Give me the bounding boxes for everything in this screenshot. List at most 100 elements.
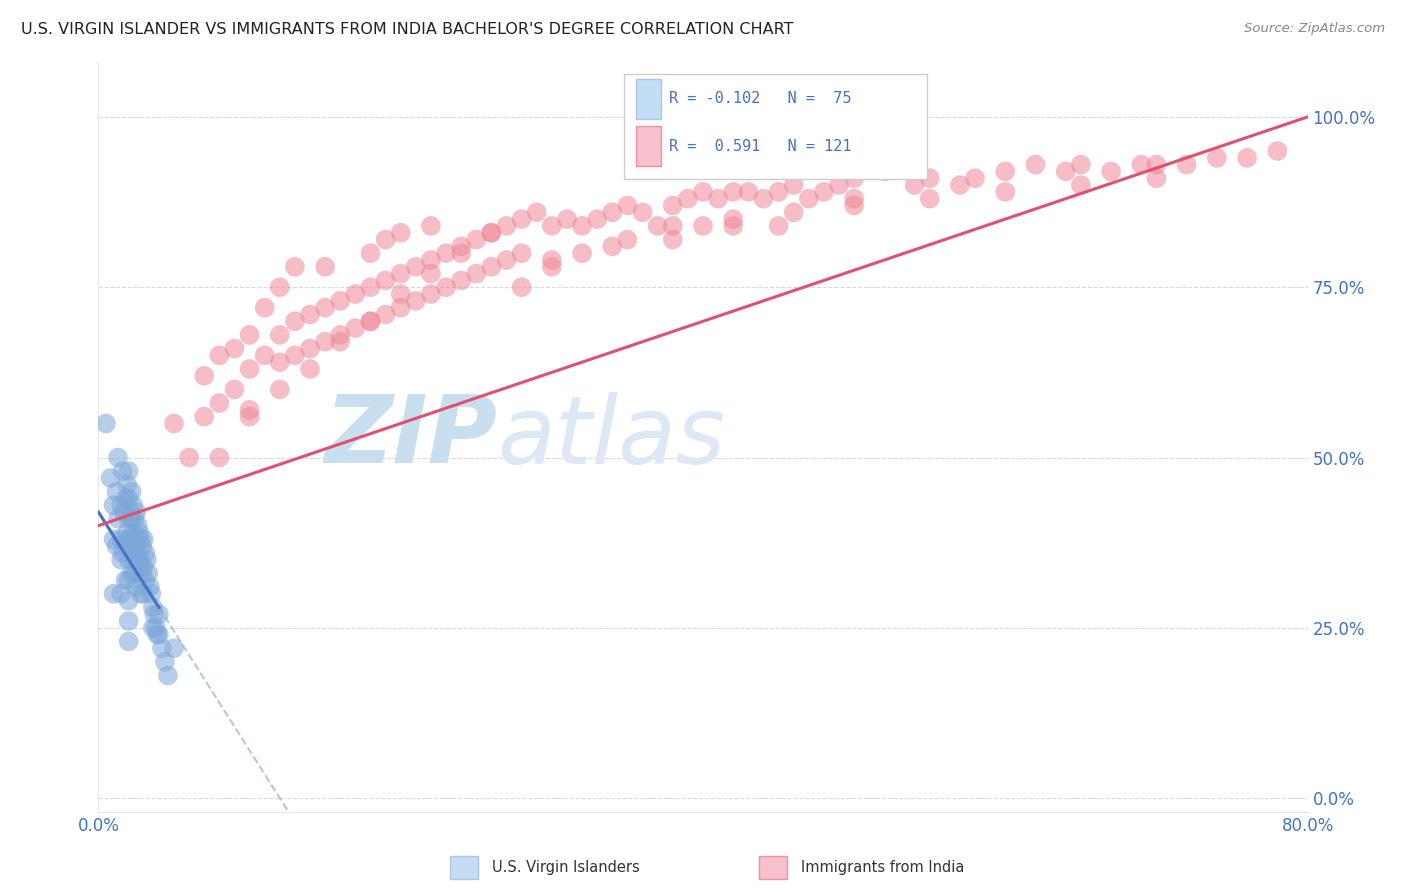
Point xyxy=(873,164,896,178)
Point xyxy=(329,334,352,349)
Point xyxy=(737,185,759,199)
Point xyxy=(103,533,125,547)
Point xyxy=(129,533,152,547)
Point xyxy=(510,246,533,260)
Point xyxy=(661,219,683,233)
Point xyxy=(360,314,382,328)
Point xyxy=(118,614,141,628)
Point xyxy=(1144,171,1167,186)
Point xyxy=(904,178,927,192)
Point xyxy=(1024,158,1046,172)
Point xyxy=(526,205,548,219)
Point xyxy=(122,552,145,566)
Point xyxy=(434,246,457,260)
Point xyxy=(571,219,593,233)
Point xyxy=(329,327,352,342)
Point xyxy=(360,246,382,260)
Point xyxy=(132,587,155,601)
Point xyxy=(253,301,276,315)
Point xyxy=(631,205,654,219)
Point xyxy=(692,219,714,233)
Point xyxy=(110,533,132,547)
Point xyxy=(510,280,533,294)
Point xyxy=(1236,151,1258,165)
Point xyxy=(131,539,153,553)
Text: R =  0.591   N = 121: R = 0.591 N = 121 xyxy=(669,138,852,153)
Point xyxy=(405,260,427,274)
Point xyxy=(481,260,503,274)
Point xyxy=(419,219,441,233)
Point xyxy=(107,512,129,526)
Point xyxy=(124,512,146,526)
Point xyxy=(110,498,132,512)
Text: Immigrants from India: Immigrants from India xyxy=(801,861,965,875)
Point xyxy=(1175,158,1198,172)
Point xyxy=(94,417,117,431)
Point xyxy=(419,287,441,301)
Text: Source: ZipAtlas.com: Source: ZipAtlas.com xyxy=(1244,22,1385,36)
Point xyxy=(253,348,276,362)
Point xyxy=(284,314,307,328)
Point xyxy=(128,552,150,566)
Point xyxy=(115,477,138,491)
Point xyxy=(434,280,457,294)
Point xyxy=(177,450,201,465)
Point xyxy=(143,607,166,622)
Point xyxy=(1070,178,1092,192)
Point xyxy=(299,362,322,376)
Point xyxy=(132,559,155,574)
Point xyxy=(156,668,179,682)
Point xyxy=(616,233,638,247)
Point xyxy=(389,226,412,240)
Point xyxy=(571,246,593,260)
Point xyxy=(121,566,143,581)
Point xyxy=(142,600,165,615)
Point xyxy=(142,621,165,635)
Point xyxy=(450,273,472,287)
Point xyxy=(269,327,291,342)
Point xyxy=(374,233,396,247)
Point xyxy=(299,342,322,356)
Point xyxy=(239,327,262,342)
Point xyxy=(797,192,820,206)
Point xyxy=(132,533,155,547)
Point xyxy=(150,641,173,656)
Point xyxy=(134,546,156,560)
Point xyxy=(269,383,291,397)
Point xyxy=(110,587,132,601)
Point xyxy=(139,580,162,594)
Point xyxy=(450,246,472,260)
Point xyxy=(125,552,148,566)
Point xyxy=(419,252,441,267)
Point xyxy=(105,484,128,499)
Point xyxy=(122,498,145,512)
Point xyxy=(450,239,472,253)
Point xyxy=(193,409,215,424)
Point xyxy=(555,212,578,227)
Point xyxy=(314,260,336,274)
Point xyxy=(540,252,562,267)
Point xyxy=(360,314,382,328)
Point xyxy=(647,219,669,233)
Point xyxy=(721,212,744,227)
Point xyxy=(844,192,866,206)
Point xyxy=(540,219,562,233)
Point xyxy=(105,539,128,553)
Point xyxy=(374,273,396,287)
Point xyxy=(389,267,412,281)
Point xyxy=(481,226,503,240)
Point xyxy=(118,552,141,566)
Point xyxy=(125,580,148,594)
Point xyxy=(844,171,866,186)
Point xyxy=(269,280,291,294)
Point xyxy=(239,362,262,376)
Point xyxy=(344,287,367,301)
Point xyxy=(141,587,163,601)
Point xyxy=(344,321,367,335)
Point xyxy=(163,417,186,431)
Point xyxy=(1265,144,1288,158)
Text: U.S. VIRGIN ISLANDER VS IMMIGRANTS FROM INDIA BACHELOR'S DEGREE CORRELATION CHAR: U.S. VIRGIN ISLANDER VS IMMIGRANTS FROM … xyxy=(21,22,793,37)
Text: atlas: atlas xyxy=(498,392,725,483)
Text: ZIP: ZIP xyxy=(325,391,498,483)
Point xyxy=(676,192,699,206)
